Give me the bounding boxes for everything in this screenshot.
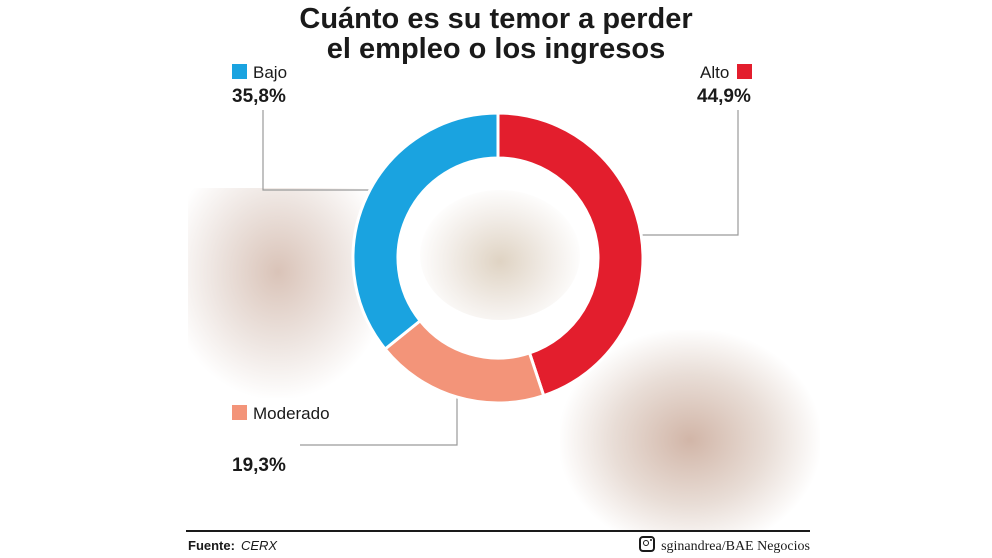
photo-credit: sginandrea/BAE Negocios	[639, 536, 810, 555]
footer-divider	[186, 530, 810, 532]
leader-lines	[262, 110, 739, 446]
donut-slice-moderado	[383, 318, 546, 405]
donut-slice-alto	[496, 111, 645, 398]
chart-title-line-1: Cuánto es su temor a perder	[299, 3, 693, 35]
stressed-man-photo	[560, 330, 820, 530]
leader-line-moderado	[300, 385, 458, 446]
worried-woman-photo	[188, 188, 388, 398]
credit-text: sginandrea/BAE Negocios	[661, 539, 810, 554]
leader-line-bajo	[262, 110, 372, 191]
legend-alto: Alto	[700, 63, 753, 83]
data-label-alto: 44,9%	[697, 86, 751, 107]
legend-swatch-moderado	[232, 405, 247, 420]
chart-title: Cuánto es su temor a perder el empleo o …	[0, 4, 992, 64]
donut-slice-bajo	[351, 111, 500, 352]
legend-label-alto: Alto	[700, 63, 730, 82]
office-box-photo	[420, 190, 580, 320]
source-note: Fuente: CERX	[188, 538, 277, 553]
legend-bajo: Bajo	[232, 63, 287, 83]
leader-line-alto	[630, 110, 739, 236]
instagram-icon	[639, 536, 656, 552]
legend-label-moderado: Moderado	[253, 404, 330, 423]
legend-moderado: Moderado	[232, 404, 330, 424]
data-label-moderado: 19,3%	[232, 455, 286, 476]
legend-swatch-bajo	[232, 64, 247, 79]
legend-swatch-alto	[737, 64, 753, 79]
legend-label-bajo: Bajo	[253, 63, 288, 82]
donut-slices	[351, 111, 645, 405]
chart-title-line-2: el empleo o los ingresos	[326, 33, 666, 65]
source-value: CERX	[240, 538, 278, 553]
source-label: Fuente:	[188, 538, 235, 553]
data-label-bajo: 35,8%	[232, 86, 286, 107]
